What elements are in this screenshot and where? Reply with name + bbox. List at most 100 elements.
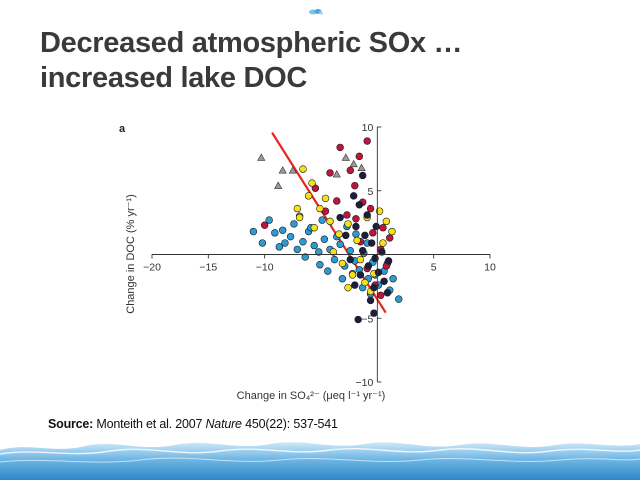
data-point-red bbox=[386, 234, 394, 242]
source-volume: 450(22): 537-541 bbox=[241, 417, 338, 431]
data-point-red bbox=[311, 184, 320, 192]
data-point-navy bbox=[342, 231, 350, 240]
data-point-blue bbox=[320, 235, 329, 243]
data-point-yellow bbox=[348, 271, 357, 279]
data-point-blue bbox=[336, 240, 344, 249]
data-point-grey-triangle bbox=[257, 153, 266, 161]
data-point-navy bbox=[380, 277, 388, 285]
data-point-yellow bbox=[295, 213, 304, 222]
data-point-blue bbox=[318, 216, 326, 224]
x-tick-label: 5 bbox=[431, 262, 437, 274]
data-point-red bbox=[326, 169, 334, 177]
data-point-grey-triangle bbox=[341, 153, 350, 161]
data-point-yellow bbox=[375, 207, 384, 215]
data-point-navy bbox=[372, 222, 380, 231]
data-point-red bbox=[366, 204, 375, 213]
data-point-yellow bbox=[299, 165, 307, 173]
data-point-red bbox=[343, 211, 351, 219]
x-tick-label: −15 bbox=[199, 262, 217, 274]
data-point-blue bbox=[352, 230, 360, 238]
data-point-yellow bbox=[304, 192, 313, 200]
data-point-navy bbox=[364, 262, 373, 270]
data-point-blue bbox=[265, 216, 273, 224]
data-point-grey-triangle bbox=[274, 181, 283, 189]
data-point-yellow bbox=[356, 255, 365, 264]
y-tick-label: 10 bbox=[362, 122, 374, 134]
data-point-red bbox=[260, 221, 269, 229]
panel-label: a bbox=[119, 123, 126, 135]
slide-title: Decreased atmospheric SOx … increased la… bbox=[40, 26, 600, 96]
data-point-blue bbox=[271, 229, 279, 237]
data-point-yellow bbox=[316, 204, 324, 213]
data-point-yellow bbox=[344, 220, 352, 228]
x-tick-label: 10 bbox=[484, 262, 496, 274]
y-tick-label: −10 bbox=[356, 377, 374, 389]
data-point-blue bbox=[258, 239, 267, 247]
data-point-yellow bbox=[310, 224, 318, 232]
data-point-navy bbox=[374, 268, 383, 277]
data-point-yellow bbox=[353, 236, 361, 245]
data-point-blue bbox=[338, 275, 347, 283]
data-point-blue bbox=[330, 255, 339, 264]
data-point-navy bbox=[336, 213, 344, 222]
data-point-navy bbox=[368, 239, 376, 247]
water-decoration bbox=[0, 442, 640, 480]
data-point-grey-triangle bbox=[349, 159, 358, 168]
data-point-grey-triangle bbox=[278, 166, 287, 174]
data-point-yellow bbox=[382, 217, 391, 226]
data-point-red bbox=[379, 224, 387, 232]
data-point-blue bbox=[278, 226, 287, 234]
data-point-red bbox=[336, 143, 344, 152]
data-point-red bbox=[369, 229, 377, 237]
title-line-1: Decreased atmospheric SOx … bbox=[40, 27, 463, 59]
data-point-red bbox=[363, 137, 371, 145]
data-point-red bbox=[333, 197, 341, 205]
data-point-yellow bbox=[335, 230, 343, 238]
data-point-yellow bbox=[361, 278, 369, 287]
data-point-yellow bbox=[308, 179, 316, 187]
data-point-blue bbox=[275, 243, 284, 251]
data-point-yellow bbox=[338, 259, 347, 268]
x-tick-label: −10 bbox=[256, 262, 274, 274]
y-tick-label: −5 bbox=[361, 313, 373, 325]
data-point-navy bbox=[366, 296, 375, 305]
x-tick-label: −20 bbox=[143, 262, 161, 274]
data-point-yellow bbox=[344, 283, 352, 292]
y-axis-title: Change in DOC (% yr⁻¹) bbox=[125, 194, 137, 314]
data-point-blue bbox=[281, 239, 289, 247]
source-citation: Source: Monteith et al. 2007 Nature 450(… bbox=[48, 417, 338, 431]
title-line-2: increased lake DOC bbox=[40, 62, 308, 94]
data-point-navy bbox=[363, 211, 371, 219]
data-point-grey-triangle bbox=[357, 163, 366, 171]
data-point-red bbox=[352, 215, 360, 223]
x-axis-title: Change in SO₄²⁻ (μeq l⁻¹ yr⁻¹) bbox=[237, 390, 386, 402]
data-point-red bbox=[355, 152, 364, 161]
data-point-navy bbox=[351, 281, 359, 289]
data-point-blue bbox=[290, 220, 298, 228]
data-point-navy bbox=[355, 201, 364, 209]
data-point-navy bbox=[358, 246, 367, 255]
data-point-yellow bbox=[379, 239, 387, 247]
data-point-blue bbox=[389, 275, 397, 283]
data-point-yellow bbox=[321, 194, 330, 203]
data-point-navy bbox=[358, 171, 367, 180]
source-label: Source: bbox=[48, 417, 94, 431]
data-point-navy bbox=[383, 289, 392, 297]
data-point-yellow bbox=[293, 204, 302, 213]
source-journal: Nature bbox=[205, 417, 242, 431]
data-point-blue bbox=[301, 253, 309, 261]
data-point-blue bbox=[315, 248, 323, 256]
data-point-yellow bbox=[329, 248, 338, 256]
data-point-blue bbox=[395, 295, 403, 303]
data-point-navy bbox=[361, 231, 369, 240]
data-point-blue bbox=[286, 232, 295, 241]
data-point-navy bbox=[352, 222, 360, 231]
data-point-grey-triangle bbox=[332, 169, 341, 178]
source-authors: Monteith et al. 2007 bbox=[93, 417, 206, 431]
data-point-navy bbox=[346, 255, 354, 264]
y-tick-label: 5 bbox=[367, 186, 373, 198]
data-point-blue bbox=[346, 246, 354, 255]
data-point-blue bbox=[249, 227, 258, 236]
data-point-yellow bbox=[326, 217, 334, 226]
